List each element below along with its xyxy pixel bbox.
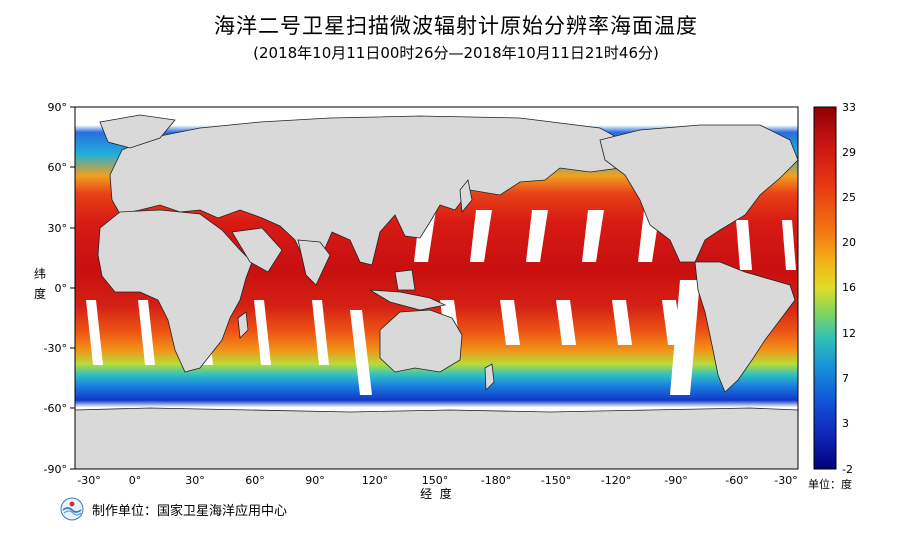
africa (97, 209, 253, 373)
japan (459, 179, 473, 213)
lon-label: 0° (129, 474, 142, 487)
colorbar-scale (813, 106, 837, 470)
lat-label: 90° (48, 101, 68, 114)
colorbar-tick: 12 (842, 327, 856, 340)
north-america (599, 124, 799, 263)
lon-labels: -30° 0° 30° 60° 90° 120° 150° -180° -150… (77, 474, 797, 487)
lon-label: -180° (481, 474, 511, 487)
colorbar-tick: 20 (842, 236, 856, 249)
colorbar-tick: 16 (842, 281, 856, 294)
lat-label: -60° (44, 402, 67, 415)
lon-label: -120° (601, 474, 631, 487)
y-axis-label: 纬 度 (34, 267, 46, 301)
lat-labels: 90° 60° 30° 0° -30° -60° -90° (44, 101, 67, 476)
lat-label: -90° (44, 463, 67, 476)
lon-label: 120° (362, 474, 389, 487)
eurasia (109, 115, 641, 266)
arabia (231, 227, 283, 273)
lon-label: 30° (185, 474, 205, 487)
indonesia (369, 289, 447, 311)
lon-label: 90° (305, 474, 325, 487)
madagascar (237, 311, 249, 339)
map-area (70, 106, 799, 470)
lon-label: 60° (245, 474, 265, 487)
footer-label: 制作单位：国家卫星海洋应用中心 (92, 503, 288, 519)
map-subtitle: (2018年10月11日00时26分—2018年10月11日21时46分) (253, 44, 659, 62)
colorbar-ticks: 33 29 25 20 16 12 7 3 -2 (842, 101, 856, 476)
lon-label: 150° (422, 474, 449, 487)
lat-tick-marks (70, 106, 75, 470)
greenland (99, 114, 176, 149)
south-america (694, 261, 796, 393)
lon-label: -30° (774, 474, 797, 487)
india (297, 239, 331, 286)
new-zealand (484, 363, 495, 391)
footer: 制作单位：国家卫星海洋应用中心 (60, 497, 287, 521)
colorbar-unit: 单位：度 (808, 477, 852, 491)
map-title: 海洋二号卫星扫描微波辐射计原始分辨率海面温度 (214, 14, 698, 38)
colorbar-tick: 33 (842, 101, 856, 114)
lon-label: -150° (541, 474, 571, 487)
agency-logo-icon (60, 497, 84, 521)
colorbar-tick: -2 (842, 463, 853, 476)
lat-label: 30° (48, 222, 68, 235)
x-axis-label: 经 度 (420, 486, 452, 501)
y-axis-char: 纬 (34, 267, 46, 281)
y-axis-char: 度 (34, 286, 46, 301)
land-masses (74, 114, 799, 470)
colorbar-tick: 29 (842, 146, 856, 159)
lon-label: -30° (77, 474, 100, 487)
borneo (394, 269, 416, 291)
australia (379, 309, 463, 373)
lat-label: 60° (48, 161, 68, 174)
colorbar: 33 29 25 20 16 12 7 3 -2 单位：度 (808, 101, 856, 491)
colorbar-tick: 25 (842, 191, 856, 204)
antarctica (74, 407, 799, 470)
colorbar-tick: 3 (842, 417, 849, 430)
lon-label: -90° (664, 474, 687, 487)
lat-label: 0° (55, 282, 68, 295)
lon-label: -60° (725, 474, 748, 487)
lat-label: -30° (44, 342, 67, 355)
colorbar-tick: 7 (842, 372, 849, 385)
